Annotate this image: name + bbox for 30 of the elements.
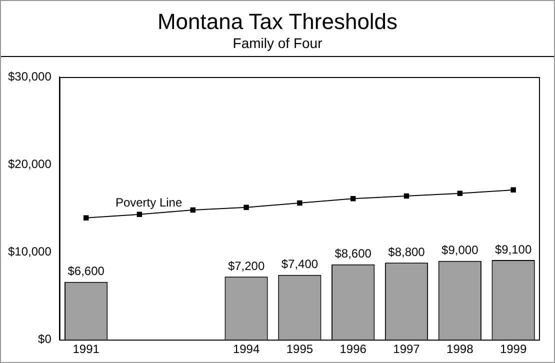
point bbox=[297, 200, 302, 206]
data-label: $7,200 bbox=[228, 258, 265, 273]
point bbox=[510, 187, 516, 193]
point bbox=[404, 193, 410, 199]
point bbox=[83, 215, 89, 221]
x-tick-label: 1994 bbox=[232, 342, 260, 356]
x-tick-label: 1998 bbox=[446, 342, 474, 356]
y-tick-label: $30,000 bbox=[8, 69, 52, 84]
point bbox=[136, 212, 142, 218]
x-tick-label: 1996 bbox=[340, 342, 367, 356]
y-tick-label: $10,000 bbox=[8, 244, 52, 258]
point bbox=[350, 196, 356, 202]
data-label: $8,600 bbox=[334, 246, 372, 261]
chart-subtitle: Family of Four bbox=[232, 34, 324, 52]
data-label: $9,100 bbox=[494, 242, 532, 256]
x-tick-label: 1997 bbox=[393, 342, 420, 356]
x-tick-label: 1991 bbox=[72, 342, 100, 356]
data-label: $9,000 bbox=[442, 243, 479, 258]
y-tick-label: $0 bbox=[38, 332, 52, 346]
x-tick-label: 1995 bbox=[286, 342, 314, 356]
data-label: $7,400 bbox=[281, 257, 318, 272]
series-label: Poverty Line bbox=[115, 196, 182, 210]
point bbox=[244, 204, 249, 210]
data-label: $6,600 bbox=[68, 264, 105, 278]
x-tick-label: 1999 bbox=[500, 342, 527, 356]
data-label: $8,800 bbox=[388, 244, 426, 259]
y-tick-label: $20,000 bbox=[8, 156, 52, 171]
chart-title: Montana Tax Thresholds bbox=[156, 8, 399, 34]
point bbox=[457, 190, 463, 196]
point bbox=[190, 207, 196, 213]
